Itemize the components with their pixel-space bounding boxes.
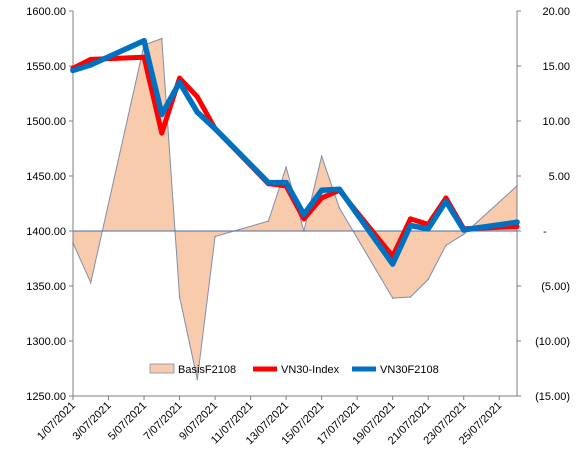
y2-tick-label: 15.00 xyxy=(542,61,570,73)
data-point-basisf2108 xyxy=(267,220,270,222)
data-point-vn30f2108 xyxy=(336,186,343,192)
legend: BasisF2108 VN30-Index VN30F2108 xyxy=(149,363,439,376)
legend-swatch-basisf2108 xyxy=(149,363,175,374)
data-point-vn30f2108 xyxy=(425,226,431,232)
series-area-basisf2108 xyxy=(73,38,517,380)
y-tick-label: 1250.00 xyxy=(26,391,66,403)
data-point-vn30f2108 xyxy=(443,198,449,205)
y2-tick-label: 5.00 xyxy=(549,171,570,183)
data-point-vn30-index xyxy=(319,195,325,201)
y-tick-label: 1400.00 xyxy=(26,226,66,238)
data-point-basisf2108 xyxy=(178,296,181,298)
data-point-basisf2108 xyxy=(338,207,341,209)
y2-tick-label: 20.00 xyxy=(542,6,570,18)
data-point-vn30f2108 xyxy=(514,219,520,225)
y-tick-label: 1450.00 xyxy=(26,171,66,183)
y-tick-label: 1300.00 xyxy=(26,336,66,348)
data-point-vn30-index xyxy=(514,224,520,230)
data-point-basisf2108 xyxy=(161,37,163,40)
data-point-basisf2108 xyxy=(409,296,412,298)
data-point-vn30-index xyxy=(159,130,165,136)
data-point-basisf2108 xyxy=(214,235,216,238)
data-point-vn30f2108 xyxy=(265,179,272,186)
data-point-vn30f2108 xyxy=(318,187,325,194)
data-point-vn30f2108 xyxy=(407,222,414,229)
y-tick-label: 1550.00 xyxy=(26,61,66,73)
y2-tick-label: (5.00) xyxy=(541,281,570,293)
data-point-vn30-index xyxy=(301,216,307,222)
legend-label-vn30-index: VN30-Index xyxy=(281,364,340,376)
data-point-basisf2108 xyxy=(320,155,323,157)
data-point-vn30f2108 xyxy=(141,37,147,44)
legend-label-vn30f2108: VN30F2108 xyxy=(380,364,439,376)
data-point-vn30f2108 xyxy=(194,109,201,115)
data-point-vn30-index xyxy=(177,75,183,81)
data-point-vn30f2108 xyxy=(70,67,76,74)
data-point-basisf2108 xyxy=(196,378,199,381)
y2-tick-label: 10.00 xyxy=(542,116,570,128)
data-point-basisf2108 xyxy=(285,166,287,168)
line-layer xyxy=(70,37,520,267)
data-point-vn30f2108 xyxy=(283,179,289,186)
data-point-vn30f2108 xyxy=(88,62,94,68)
data-point-basisf2108 xyxy=(89,281,92,284)
data-point-basisf2108 xyxy=(445,244,447,247)
data-point-vn30-index xyxy=(88,56,94,62)
y2-tick-label: (10.00) xyxy=(535,336,570,348)
data-point-vn30f2108 xyxy=(212,125,218,132)
y2-tick-label: - xyxy=(543,226,547,238)
legend-label-basisf2108: BasisF2108 xyxy=(178,364,236,376)
data-point-vn30f2108 xyxy=(460,227,467,233)
y2-tick-label: (15.00) xyxy=(535,391,570,403)
data-point-vn30-index xyxy=(407,216,413,222)
data-point-basisf2108 xyxy=(462,233,465,236)
data-point-vn30f2108 xyxy=(389,261,396,267)
y-tick-label: 1500.00 xyxy=(26,116,66,128)
data-point-basisf2108 xyxy=(427,278,430,281)
data-point-basisf2108 xyxy=(391,297,394,299)
data-point-vn30-index xyxy=(194,94,200,100)
y-tick-label: 1350.00 xyxy=(26,281,66,293)
data-point-vn30f2108 xyxy=(301,211,307,218)
data-point-vn30f2108 xyxy=(159,111,165,118)
series-line-vn30f2108 xyxy=(70,37,520,267)
data-point-vn30f2108 xyxy=(176,79,183,86)
y-tick-label: 1600.00 xyxy=(26,6,66,18)
